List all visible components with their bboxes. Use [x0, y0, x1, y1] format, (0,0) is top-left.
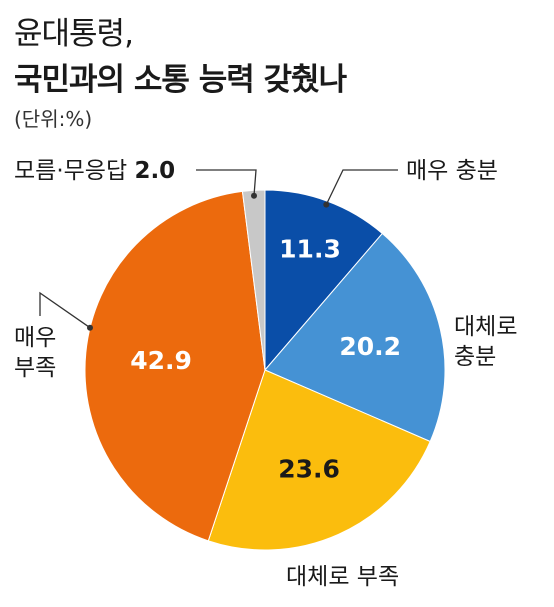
- value-label-fairly-insufficient: 23.6: [278, 455, 340, 484]
- value-label-dont-know: 2.0: [134, 158, 175, 184]
- value-label-very-insufficient: 42.9: [130, 346, 192, 375]
- chart-title-line1: 윤대통령,: [14, 16, 134, 52]
- value-label-very-sufficient: 11.3: [279, 235, 341, 264]
- pie-slice-very-insufficient: [84, 190, 266, 542]
- slice-label-fairly-insufficient: 대체로 부족: [286, 564, 399, 590]
- chart-title-line2: 국민과의 소통 능력 갖췄나: [14, 62, 347, 98]
- slice-label-very-insufficient: 매우 부족: [14, 325, 56, 381]
- pie-slice-fairly-sufficient: [264, 232, 446, 443]
- slice-label-very-sufficient: 매우 충분: [406, 158, 498, 184]
- pie-slice-fairly-insufficient: [207, 369, 431, 551]
- value-label-fairly-sufficient: 20.2: [339, 332, 401, 361]
- slice-label-fairly-sufficient: 대체로 충분: [454, 314, 517, 370]
- pie-slice-dont-know: [241, 189, 266, 371]
- chart-unit-label: (단위:%): [14, 107, 93, 131]
- slice-label-dont-know: 모름·무응답 2.0: [14, 158, 175, 184]
